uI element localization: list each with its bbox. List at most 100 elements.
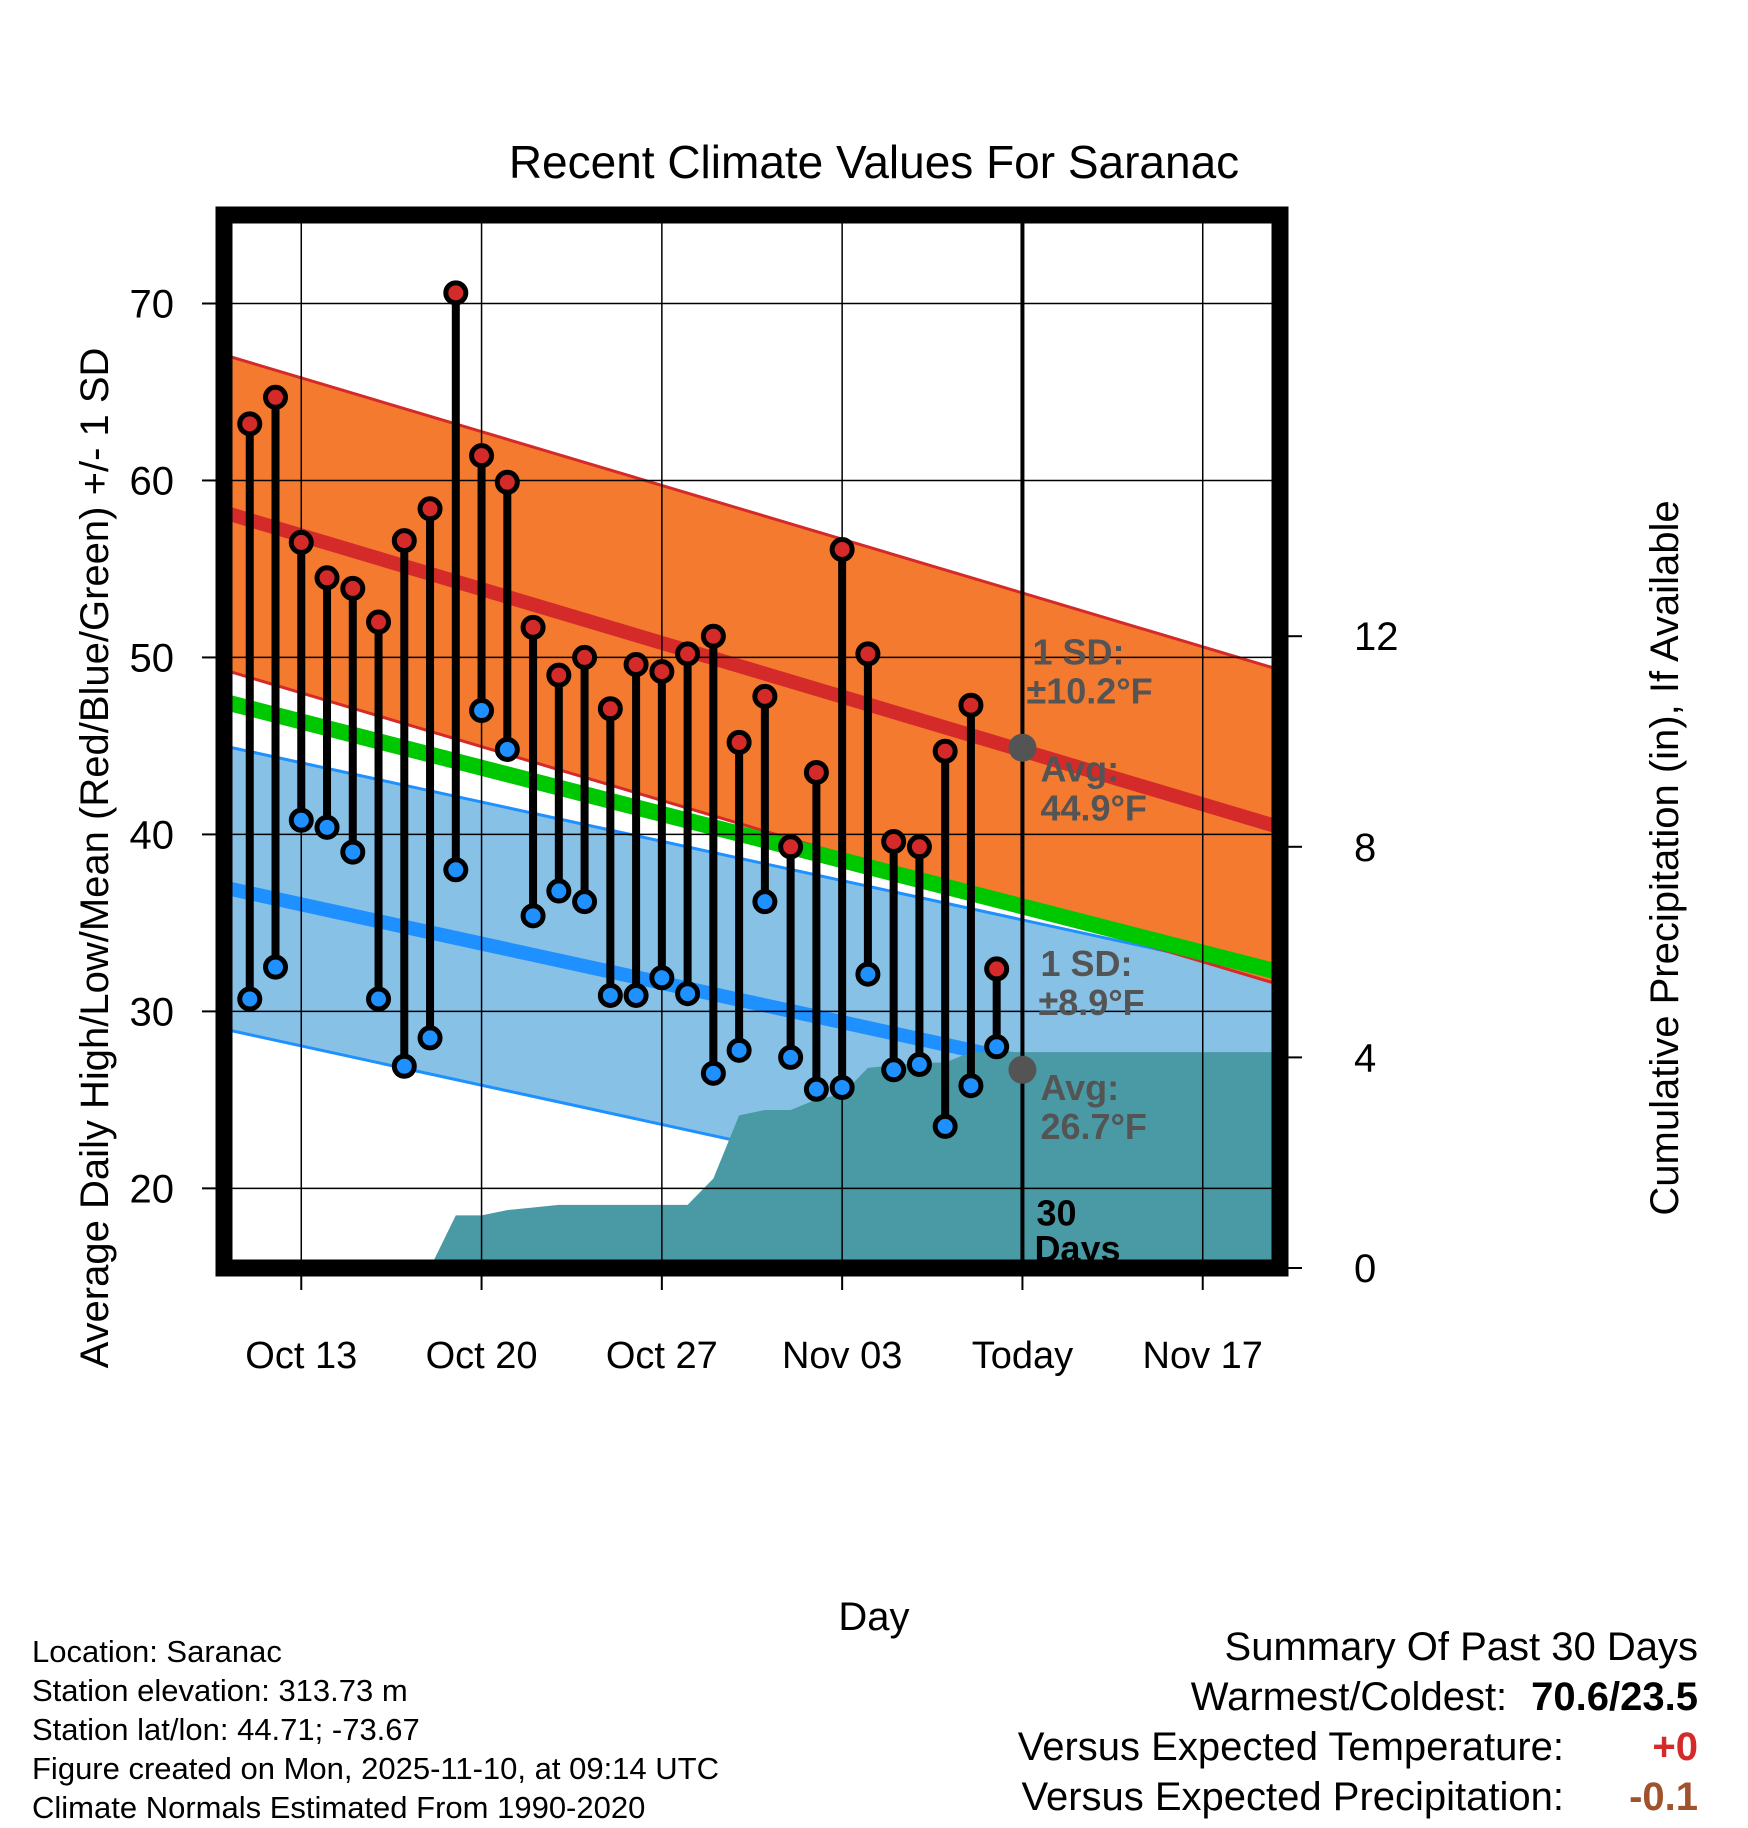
summary-heading: Summary Of Past 30 Days <box>1224 1625 1698 1669</box>
y2-tick-label: 0 <box>1354 1247 1376 1291</box>
low-point <box>829 1074 855 1100</box>
y-tick-label: 30 <box>130 990 175 1034</box>
low-point <box>778 1044 804 1070</box>
x-tick-label: Oct 27 <box>606 1335 718 1377</box>
high-point <box>829 536 855 562</box>
y-tick-label: 20 <box>130 1167 175 1211</box>
x-tick-label: Oct 13 <box>245 1335 357 1377</box>
y2-tick-label: 12 <box>1354 615 1399 659</box>
high-point <box>572 644 598 670</box>
chart-title: Recent Climate Values For Saranac <box>509 136 1239 188</box>
temp-label: Versus Expected Temperature: <box>1017 1725 1564 1769</box>
high-point <box>726 729 752 755</box>
days-count-label: 30 <box>1036 1193 1076 1234</box>
low-point <box>443 857 469 883</box>
high-point <box>649 659 675 685</box>
high-avg-point <box>1008 733 1037 762</box>
x-tick-label: Nov 17 <box>1143 1335 1263 1377</box>
low-point <box>855 961 881 987</box>
high-point <box>984 956 1010 982</box>
high-point <box>391 528 417 554</box>
high-sd-value: ±10.2°F <box>1026 670 1152 711</box>
high-avg-label: Avg: <box>1040 748 1119 789</box>
low-point <box>675 981 701 1007</box>
high-point <box>494 469 520 495</box>
low-point <box>649 965 675 991</box>
low-point <box>726 1037 752 1063</box>
x-tick-label: Nov 03 <box>782 1335 902 1377</box>
low-point <box>417 1025 443 1051</box>
low-point <box>469 698 495 724</box>
low-point <box>597 982 623 1008</box>
high-point <box>288 529 314 555</box>
latlon-text: Station lat/lon: 44.71; -73.67 <box>32 1712 420 1747</box>
low-point <box>752 889 778 915</box>
y-tick-label: 40 <box>130 813 175 857</box>
low-avg-label: Avg: <box>1040 1067 1119 1108</box>
high-point <box>752 683 778 709</box>
y-tick-label: 60 <box>130 459 175 503</box>
high-point <box>546 662 572 688</box>
warm-cold-label: Warmest/Coldest: <box>1190 1675 1508 1719</box>
high-point <box>803 759 829 785</box>
summary-panel: Summary Of Past 30 Days Warmest/Coldest:… <box>1018 1622 1698 1822</box>
high-point <box>237 411 263 437</box>
high-point <box>778 834 804 860</box>
y-axis-label: Average Daily High/Low/Mean (Red/Blue/Gr… <box>73 348 117 1369</box>
high-point <box>623 652 649 678</box>
plot-inner <box>224 215 1280 1268</box>
low-point <box>263 954 289 980</box>
low-sd-value: ±8.9°F <box>1038 982 1144 1023</box>
low-point <box>958 1073 984 1099</box>
low-point <box>340 839 366 865</box>
high-point <box>597 696 623 722</box>
high-point <box>340 575 366 601</box>
high-sd-label: 1 SD: <box>1032 632 1124 673</box>
low-point <box>494 736 520 762</box>
y-tick-label: 70 <box>130 282 175 326</box>
low-point <box>881 1057 907 1083</box>
y2-tick-label: 4 <box>1354 1036 1376 1080</box>
high-point <box>675 641 701 667</box>
x-tick-label: Today <box>972 1335 1073 1377</box>
warm-cold-value: 70.6/23.5 <box>1531 1675 1698 1719</box>
x-axis-label: Day <box>838 1595 909 1639</box>
precip-area <box>224 1052 1280 1268</box>
summary-precip: Versus Expected Precipitation: -0.1 <box>1018 1772 1698 1822</box>
low-point <box>700 1060 726 1086</box>
high-point <box>263 384 289 410</box>
precip-value: -0.1 <box>1629 1775 1698 1819</box>
high-normal-line <box>224 505 1280 835</box>
plot-frame <box>215 206 1289 1277</box>
high-point <box>958 692 984 718</box>
high-point <box>366 609 392 635</box>
low-point <box>237 986 263 1012</box>
summary-temp: Versus Expected Temperature: +0 <box>1018 1722 1698 1772</box>
normals-text: Climate Normals Estimated From 1990-2020 <box>32 1790 646 1825</box>
low-avg-value: 26.7°F <box>1040 1106 1146 1147</box>
high-point <box>314 565 340 591</box>
low-point <box>288 807 314 833</box>
summary-warm-cold: Warmest/Coldest: 70.6/23.5 <box>1018 1672 1698 1722</box>
high-point <box>469 443 495 469</box>
low-point <box>803 1076 829 1102</box>
high-point <box>906 834 932 860</box>
low-point <box>366 986 392 1012</box>
low-point <box>314 814 340 840</box>
high-point <box>881 828 907 854</box>
location-info: Location: Saranac Station elevation: 313… <box>32 1632 719 1827</box>
y2-axis-label: Cumulative Precipitation (in), If Availa… <box>1643 500 1687 1215</box>
high-avg-value: 44.9°F <box>1040 787 1146 828</box>
high-point <box>700 623 726 649</box>
elevation-text: Station elevation: 313.73 m <box>32 1673 408 1708</box>
low-avg-point <box>1008 1055 1037 1084</box>
high-point <box>520 614 546 640</box>
mean-normal-line <box>224 693 1280 981</box>
low-point <box>623 982 649 1008</box>
high-point <box>417 496 443 522</box>
high-point <box>932 738 958 764</box>
high-point <box>443 280 469 306</box>
high-point <box>855 641 881 667</box>
low-point <box>546 878 572 904</box>
